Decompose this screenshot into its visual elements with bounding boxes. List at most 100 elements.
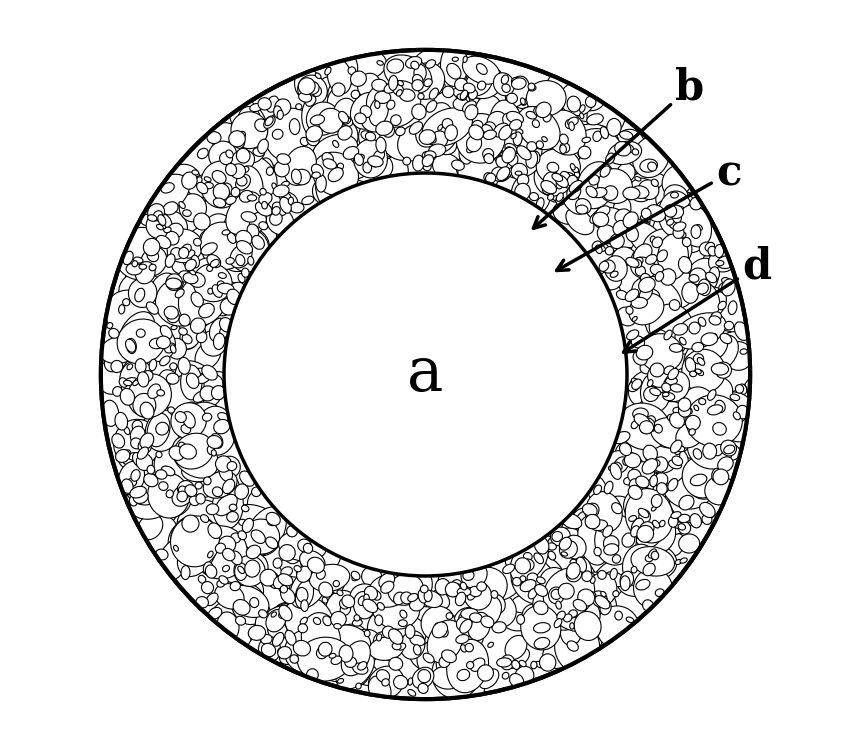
Ellipse shape [311,164,323,177]
Ellipse shape [219,576,228,584]
Ellipse shape [680,337,686,345]
Ellipse shape [589,175,599,185]
Ellipse shape [651,330,685,354]
Ellipse shape [441,44,468,86]
Ellipse shape [565,120,573,129]
Ellipse shape [623,172,677,222]
Ellipse shape [328,54,357,91]
Ellipse shape [689,275,699,282]
Ellipse shape [129,243,161,278]
Ellipse shape [667,318,711,354]
Ellipse shape [418,112,438,131]
Ellipse shape [180,444,197,459]
Ellipse shape [185,294,214,319]
Ellipse shape [231,509,282,556]
Ellipse shape [225,250,252,272]
Ellipse shape [477,592,517,628]
Ellipse shape [252,235,265,249]
Ellipse shape [364,586,378,600]
Ellipse shape [439,96,494,139]
Ellipse shape [527,573,538,582]
Ellipse shape [599,261,608,271]
Ellipse shape [544,110,586,155]
Ellipse shape [308,640,357,682]
Ellipse shape [647,401,694,448]
Ellipse shape [228,516,246,534]
Ellipse shape [710,267,719,281]
Ellipse shape [231,164,245,178]
Ellipse shape [237,148,250,163]
Ellipse shape [153,210,163,219]
Ellipse shape [628,536,650,554]
Ellipse shape [230,581,240,591]
Ellipse shape [231,583,266,625]
Ellipse shape [242,554,268,583]
Ellipse shape [157,235,171,249]
Ellipse shape [211,449,216,456]
Ellipse shape [647,416,655,424]
Ellipse shape [391,630,397,635]
Ellipse shape [489,595,505,613]
Ellipse shape [135,261,155,284]
Ellipse shape [494,123,509,137]
Ellipse shape [568,175,578,187]
Ellipse shape [266,207,294,235]
Ellipse shape [528,589,537,599]
Ellipse shape [229,130,245,147]
Ellipse shape [242,268,249,277]
Ellipse shape [542,578,579,606]
Ellipse shape [484,122,495,133]
Ellipse shape [634,516,663,548]
Ellipse shape [119,377,128,387]
Ellipse shape [582,137,591,142]
Ellipse shape [465,69,493,96]
Ellipse shape [603,544,619,555]
Ellipse shape [443,118,453,129]
Ellipse shape [112,308,146,351]
Ellipse shape [600,127,608,139]
Ellipse shape [287,545,306,562]
Ellipse shape [158,482,168,491]
Ellipse shape [424,590,432,601]
Ellipse shape [311,86,322,97]
Ellipse shape [298,75,328,105]
Ellipse shape [619,407,654,439]
Ellipse shape [591,577,595,583]
Ellipse shape [201,161,242,208]
Ellipse shape [481,548,527,600]
Ellipse shape [235,131,245,142]
Ellipse shape [230,99,267,145]
Ellipse shape [665,377,677,385]
Ellipse shape [272,632,284,646]
Ellipse shape [343,118,351,124]
Ellipse shape [611,262,629,275]
Ellipse shape [302,91,342,142]
Ellipse shape [295,103,302,109]
Ellipse shape [182,528,218,571]
Ellipse shape [570,560,577,565]
Ellipse shape [597,245,605,252]
Ellipse shape [170,184,206,208]
Ellipse shape [397,617,426,649]
Ellipse shape [182,172,197,189]
Ellipse shape [555,175,568,187]
Ellipse shape [700,335,739,374]
Ellipse shape [735,384,744,393]
Ellipse shape [256,158,274,187]
Ellipse shape [665,261,689,282]
Ellipse shape [693,443,707,463]
Ellipse shape [358,596,367,605]
Ellipse shape [511,660,520,670]
Ellipse shape [595,595,610,609]
Ellipse shape [711,334,717,339]
Ellipse shape [654,457,668,472]
Ellipse shape [513,129,568,172]
Ellipse shape [629,479,643,493]
Ellipse shape [266,167,273,175]
Ellipse shape [449,583,462,597]
Ellipse shape [427,620,463,663]
Ellipse shape [156,549,168,560]
Ellipse shape [297,566,311,582]
Ellipse shape [586,519,595,528]
Ellipse shape [460,582,467,590]
